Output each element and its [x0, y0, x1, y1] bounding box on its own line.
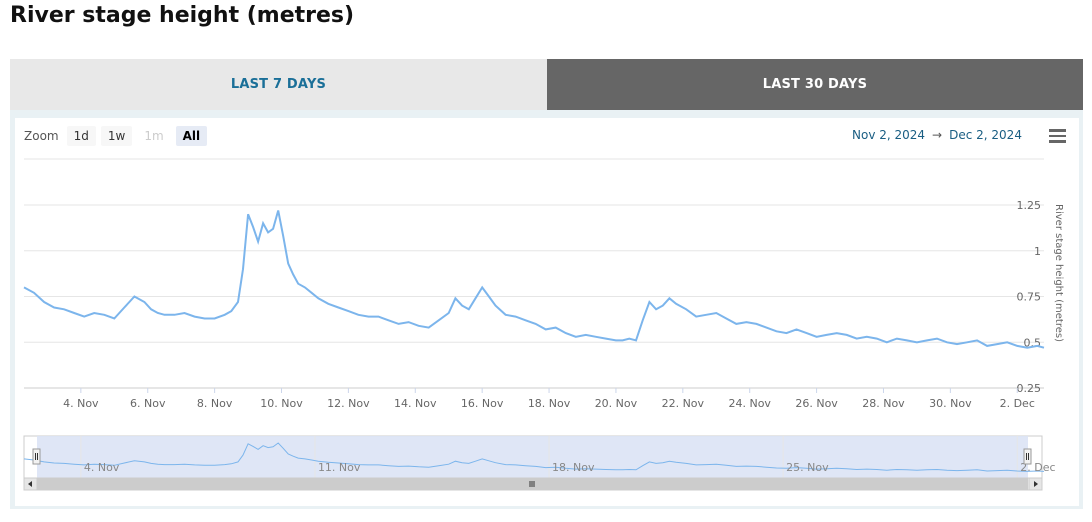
navigator-tick-label: 11. Nov [318, 461, 361, 474]
x-tick-label: 2. Dec [1000, 397, 1035, 410]
x-tick-label: 18. Nov [528, 397, 571, 410]
x-tick-label: 30. Nov [929, 397, 972, 410]
zoom-1d-button[interactable]: 1d [66, 125, 96, 146]
page-title: River stage height (metres) [10, 3, 355, 28]
arrow-right-icon [1034, 481, 1038, 487]
y-axis-title: River stage height (metres) [1053, 204, 1064, 342]
y-tick-label: 1.25 [1017, 199, 1042, 212]
hamburger-menu-icon[interactable] [1049, 129, 1066, 143]
scrollbar[interactable] [23, 477, 1043, 491]
navigator-right-handle[interactable] [1023, 448, 1032, 465]
x-tick-label: 20. Nov [595, 397, 638, 410]
navigator-tick-label: 18. Nov [552, 461, 595, 474]
x-tick-label: 24. Nov [728, 397, 771, 410]
y-tick-label: 0.75 [1017, 291, 1042, 304]
tab-last-7-days[interactable]: LAST 7 DAYS [10, 59, 547, 110]
navigator-series-line [23, 442, 1045, 472]
range-to-date[interactable]: Dec 2, 2024 [949, 128, 1022, 142]
x-tick-label: 28. Nov [862, 397, 905, 410]
date-range-display: Nov 2, 2024 → Dec 2, 2024 [852, 128, 1022, 142]
x-tick-label: 22. Nov [662, 397, 705, 410]
navigator-tick-label: 4. Nov [84, 461, 120, 474]
navigator-left-handle[interactable] [32, 448, 41, 465]
zoom-label: Zoom [24, 128, 59, 143]
zoom-selector: Zoom 1d 1w 1m All [24, 124, 212, 147]
tab-last-30-days[interactable]: LAST 30 DAYS [547, 59, 1083, 110]
series-line [23, 210, 1045, 349]
y-tick-label: 0.25 [1017, 382, 1042, 395]
range-arrow: → [932, 128, 943, 142]
navigator-selection[interactable] [37, 436, 1028, 478]
zoom-1m-button: 1m [137, 125, 171, 146]
zoom-1w-button[interactable]: 1w [100, 125, 133, 146]
x-tick-label: 4. Nov [63, 397, 99, 410]
x-tick-label: 26. Nov [795, 397, 838, 410]
range-from-date[interactable]: Nov 2, 2024 [852, 128, 926, 142]
navigator-tick-label: 25. Nov [786, 461, 829, 474]
x-tick-label: 16. Nov [461, 397, 504, 410]
x-tick-label: 6. Nov [130, 397, 166, 410]
x-tick-label: 12. Nov [327, 397, 370, 410]
zoom-all-button[interactable]: All [175, 125, 208, 146]
x-tick-label: 10. Nov [260, 397, 303, 410]
y-tick-label: 1 [1034, 245, 1041, 258]
x-tick-label: 8. Nov [197, 397, 233, 410]
time-range-tabs: LAST 7 DAYS LAST 30 DAYS [10, 59, 1083, 110]
arrow-left-icon [28, 481, 32, 487]
x-tick-label: 14. Nov [394, 397, 437, 410]
